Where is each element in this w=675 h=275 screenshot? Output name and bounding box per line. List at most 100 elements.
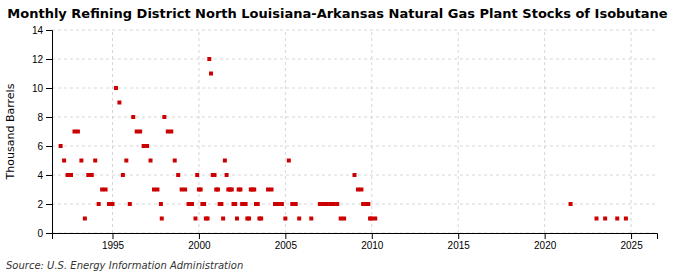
- y-tick: 0: [37, 228, 52, 239]
- point: [294, 202, 298, 206]
- point: [183, 188, 187, 192]
- x-tick-label: 2010: [361, 240, 384, 251]
- y-axis-line: [46, 31, 53, 234]
- x-tick: 2020: [534, 233, 557, 251]
- point: [297, 217, 301, 221]
- y-tick: 4: [37, 170, 52, 181]
- point: [59, 144, 63, 148]
- y-tick-label: 2: [37, 199, 43, 210]
- point: [187, 202, 191, 206]
- y-tick-label: 10: [32, 83, 44, 94]
- y-tick: 10: [32, 83, 52, 94]
- point: [359, 188, 363, 192]
- x-tick-mark: [372, 233, 373, 239]
- point: [93, 159, 97, 163]
- point: [244, 202, 248, 206]
- point: [69, 173, 73, 177]
- point: [104, 188, 108, 192]
- grid: [52, 30, 657, 233]
- point: [216, 188, 220, 192]
- y-tick-label: 12: [32, 54, 44, 65]
- point: [328, 202, 332, 206]
- y-grid-line: [52, 30, 657, 31]
- x-axis-line: [53, 234, 658, 240]
- y-tick-mark: [46, 233, 52, 234]
- x-tick-mark: [631, 233, 632, 239]
- point: [180, 188, 184, 192]
- y-tick-mark: [46, 88, 52, 89]
- y-tick-label: 4: [37, 170, 43, 181]
- point: [76, 130, 80, 134]
- point: [206, 217, 210, 221]
- point: [339, 217, 343, 221]
- point: [195, 173, 199, 177]
- y-tick: 6: [37, 141, 52, 152]
- x-tick: 2000: [188, 233, 211, 251]
- point: [145, 144, 149, 148]
- chart: 199520002005201020152020202502468101214M…: [0, 0, 675, 275]
- point: [373, 217, 377, 221]
- point: [221, 217, 225, 221]
- point: [595, 217, 599, 221]
- x-tick: 2005: [275, 233, 298, 251]
- point: [111, 202, 115, 206]
- point: [223, 159, 227, 163]
- source: Source: U.S. Energy Information Administ…: [6, 260, 243, 271]
- point: [615, 217, 619, 221]
- x-grid-line: [458, 30, 459, 233]
- x-tick-label: 2015: [448, 240, 471, 251]
- y-tick-mark: [46, 59, 52, 60]
- point: [290, 202, 294, 206]
- point: [252, 188, 256, 192]
- point: [207, 57, 211, 61]
- point: [332, 202, 336, 206]
- point: [247, 217, 251, 221]
- x-tick-label: 2025: [620, 240, 643, 251]
- point: [202, 202, 206, 206]
- point: [155, 188, 159, 192]
- point: [276, 202, 280, 206]
- point: [309, 217, 313, 221]
- point: [342, 217, 346, 221]
- y-axis-label: Thousand Barrels: [4, 83, 17, 180]
- point: [569, 202, 573, 206]
- point: [160, 217, 164, 221]
- point: [233, 202, 237, 206]
- point: [273, 202, 277, 206]
- y-axis: 0 2 4 6 8 10 12 14: [32, 25, 53, 239]
- x-tick-mark: [113, 233, 114, 239]
- point: [66, 173, 70, 177]
- y-tick-mark: [46, 146, 52, 147]
- y-tick: 14: [32, 25, 52, 36]
- point: [100, 188, 104, 192]
- point: [209, 72, 213, 76]
- point: [128, 202, 132, 206]
- x-tick-label: 2020: [534, 240, 557, 251]
- point: [117, 101, 121, 105]
- x-grid-line: [631, 30, 632, 233]
- x-grid-line: [198, 30, 199, 233]
- point: [235, 217, 239, 221]
- point: [97, 202, 101, 206]
- point: [173, 159, 177, 163]
- point: [603, 217, 607, 221]
- x-tick: 1995: [102, 233, 125, 251]
- y-tick-label: 6: [37, 141, 43, 152]
- point: [149, 159, 153, 163]
- point: [318, 202, 322, 206]
- point: [256, 202, 260, 206]
- point: [370, 217, 374, 221]
- y-grid-line: [52, 204, 657, 205]
- x-tick-mark: [545, 233, 546, 239]
- point: [193, 217, 197, 221]
- y-tick-mark: [46, 117, 52, 118]
- x-tick-mark: [458, 233, 459, 239]
- points: [59, 57, 628, 221]
- x-tick-label: 2000: [188, 240, 211, 251]
- x-grid-line: [544, 30, 545, 233]
- y-tick: 8: [37, 112, 52, 123]
- point: [107, 202, 111, 206]
- y-tick: 12: [32, 54, 52, 65]
- x-tick-mark: [285, 233, 286, 239]
- point: [212, 173, 216, 177]
